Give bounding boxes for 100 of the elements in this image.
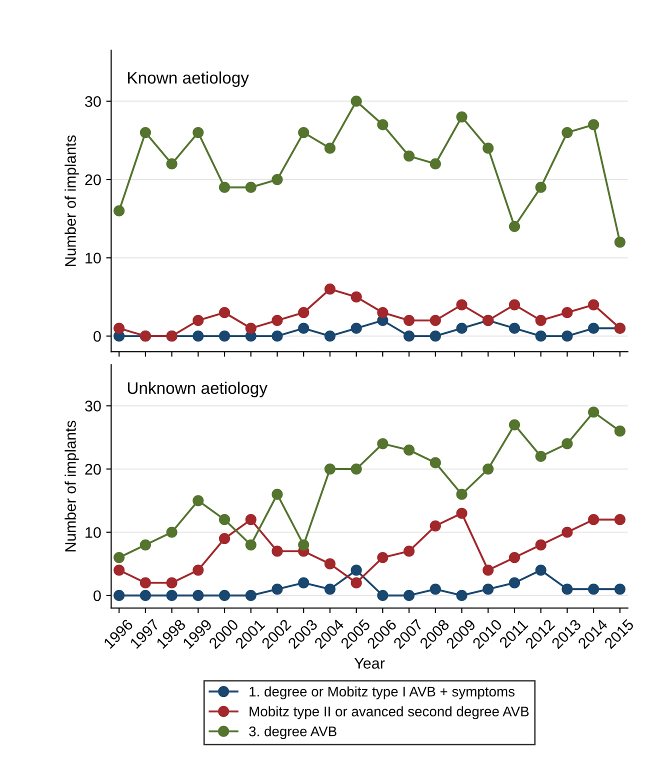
point	[114, 564, 125, 576]
point	[218, 514, 230, 526]
point	[456, 111, 468, 122]
y-tick-label: 10	[86, 252, 101, 264]
point	[614, 236, 626, 248]
point	[430, 314, 441, 326]
y-tick-label: 0	[94, 590, 101, 602]
point	[324, 463, 336, 475]
point	[482, 564, 494, 576]
point	[114, 552, 125, 564]
point	[377, 307, 388, 318]
point	[272, 584, 283, 595]
point	[192, 330, 204, 342]
point	[245, 182, 256, 193]
point	[535, 330, 546, 342]
y-tick-label: 30	[85, 96, 101, 107]
point	[562, 526, 573, 538]
text: Known aetiology	[128, 71, 249, 87]
point	[272, 314, 283, 326]
point	[166, 158, 178, 170]
point	[114, 590, 125, 602]
point	[377, 590, 388, 602]
point	[350, 322, 362, 334]
point	[588, 514, 600, 526]
y-tick-label: 10	[86, 527, 101, 538]
point	[588, 406, 600, 418]
point	[456, 590, 468, 602]
point	[298, 127, 310, 138]
y-axis-title: Number of implants	[64, 135, 79, 266]
point	[272, 174, 283, 186]
point	[245, 514, 256, 526]
point	[324, 330, 336, 342]
point	[218, 330, 230, 342]
point	[508, 419, 520, 430]
legend-label: 3. degree AVB	[249, 726, 336, 740]
point	[324, 284, 336, 295]
point	[377, 552, 388, 564]
point	[114, 322, 125, 334]
point	[377, 438, 388, 450]
point	[114, 205, 125, 216]
point	[403, 590, 415, 602]
y-tick-label: 20	[85, 464, 101, 475]
point	[588, 584, 600, 595]
point	[245, 539, 256, 550]
point	[535, 539, 546, 550]
point	[535, 182, 546, 193]
point	[298, 539, 310, 550]
point	[245, 322, 256, 334]
point	[508, 552, 520, 564]
point	[324, 558, 336, 570]
point	[430, 584, 441, 595]
point	[430, 457, 441, 468]
legend-label: 1. degree or Mobitz type I AVB + symptoms	[250, 686, 515, 700]
point	[403, 150, 415, 162]
point	[350, 96, 362, 107]
point	[218, 533, 230, 544]
point	[218, 307, 230, 318]
text: Unknown aetiology	[128, 382, 268, 398]
y-axis-title: Number of implants	[64, 420, 79, 552]
point	[456, 508, 468, 519]
point	[456, 488, 468, 500]
y-tick-label: 0	[94, 330, 101, 342]
point	[272, 330, 283, 342]
point	[535, 314, 546, 326]
point	[614, 426, 626, 437]
point	[350, 564, 362, 576]
y-tick-label: 20	[85, 174, 101, 186]
point	[192, 314, 204, 326]
point	[403, 314, 415, 326]
point	[508, 322, 520, 334]
point	[272, 546, 283, 557]
point	[140, 539, 152, 550]
point	[403, 330, 415, 342]
point	[482, 142, 494, 154]
point	[298, 307, 310, 318]
point	[245, 590, 256, 602]
point	[588, 299, 600, 310]
point	[218, 590, 230, 602]
point	[192, 495, 204, 506]
point	[562, 330, 573, 342]
point	[140, 127, 152, 138]
point	[535, 564, 546, 576]
point	[403, 546, 415, 557]
y-tick-label: 30	[85, 400, 101, 412]
point	[192, 564, 204, 576]
point	[614, 514, 626, 526]
point	[456, 322, 468, 334]
point	[508, 299, 520, 310]
legend-label: Mobitz type II or avanced second degree AVB	[250, 706, 529, 720]
point	[482, 463, 494, 475]
point	[403, 444, 415, 456]
point	[482, 584, 494, 595]
point	[535, 450, 546, 462]
point	[166, 577, 178, 588]
point	[430, 158, 441, 170]
point	[140, 590, 152, 602]
point	[430, 330, 441, 342]
point	[218, 182, 230, 193]
point	[324, 142, 336, 154]
point	[588, 322, 600, 334]
